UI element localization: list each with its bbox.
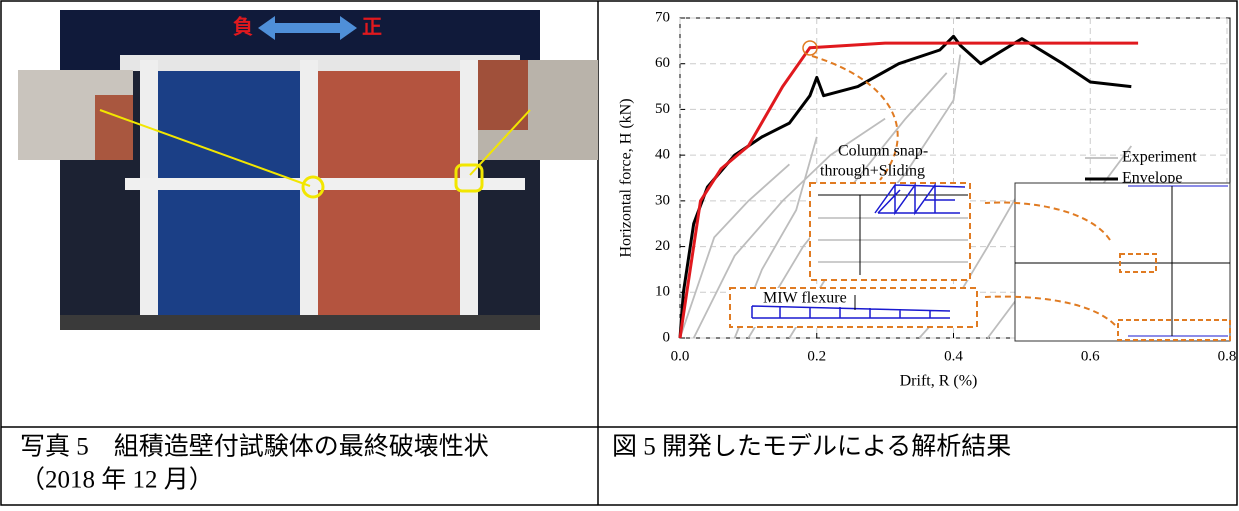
y-axis-label: Horizontal force, H (kN) xyxy=(618,98,635,257)
y-tick-label: 40 xyxy=(655,147,670,163)
x-tick-label: 0.0 xyxy=(671,348,690,364)
y-tick-label: 50 xyxy=(655,101,670,117)
x-tick-label: 0.2 xyxy=(807,348,826,364)
y-tick-label: 10 xyxy=(655,284,670,300)
annotation: MIW flexure xyxy=(763,290,847,307)
caption-left: 写真 5 組積造壁付試験体の最終破壊性状 xyxy=(20,433,489,461)
photo-label: 正 xyxy=(362,17,382,39)
photo-label: 負 xyxy=(233,15,253,39)
x-tick-label: 0.4 xyxy=(944,348,963,364)
x-tick-label: 0.8 xyxy=(1218,348,1237,364)
annotation: through+Sliding xyxy=(820,163,925,180)
y-tick-label: 60 xyxy=(655,55,670,71)
legend-label: Experiment xyxy=(1122,149,1197,166)
page: 負 正 0 10 20 30 40 50 60 70 0.0 0.2 0.4 0.6 0.8 Horizo… xyxy=(0,0,1239,506)
x-tick-label: 0.6 xyxy=(1081,348,1100,364)
x-axis-label: Drift, R (%) xyxy=(900,373,978,390)
y-tick-label: 30 xyxy=(655,192,670,208)
y-tick-label: 70 xyxy=(655,9,670,25)
annotation: Column snap- xyxy=(838,143,928,160)
photo: 負 正 xyxy=(18,10,598,330)
caption-left: （2018 年 12 月） xyxy=(20,466,214,494)
caption-right: 図 5 開発したモデルによる解析結果 xyxy=(612,433,1011,461)
y-tick-label: 0 xyxy=(663,329,671,345)
y-tick-label: 20 xyxy=(655,238,670,254)
